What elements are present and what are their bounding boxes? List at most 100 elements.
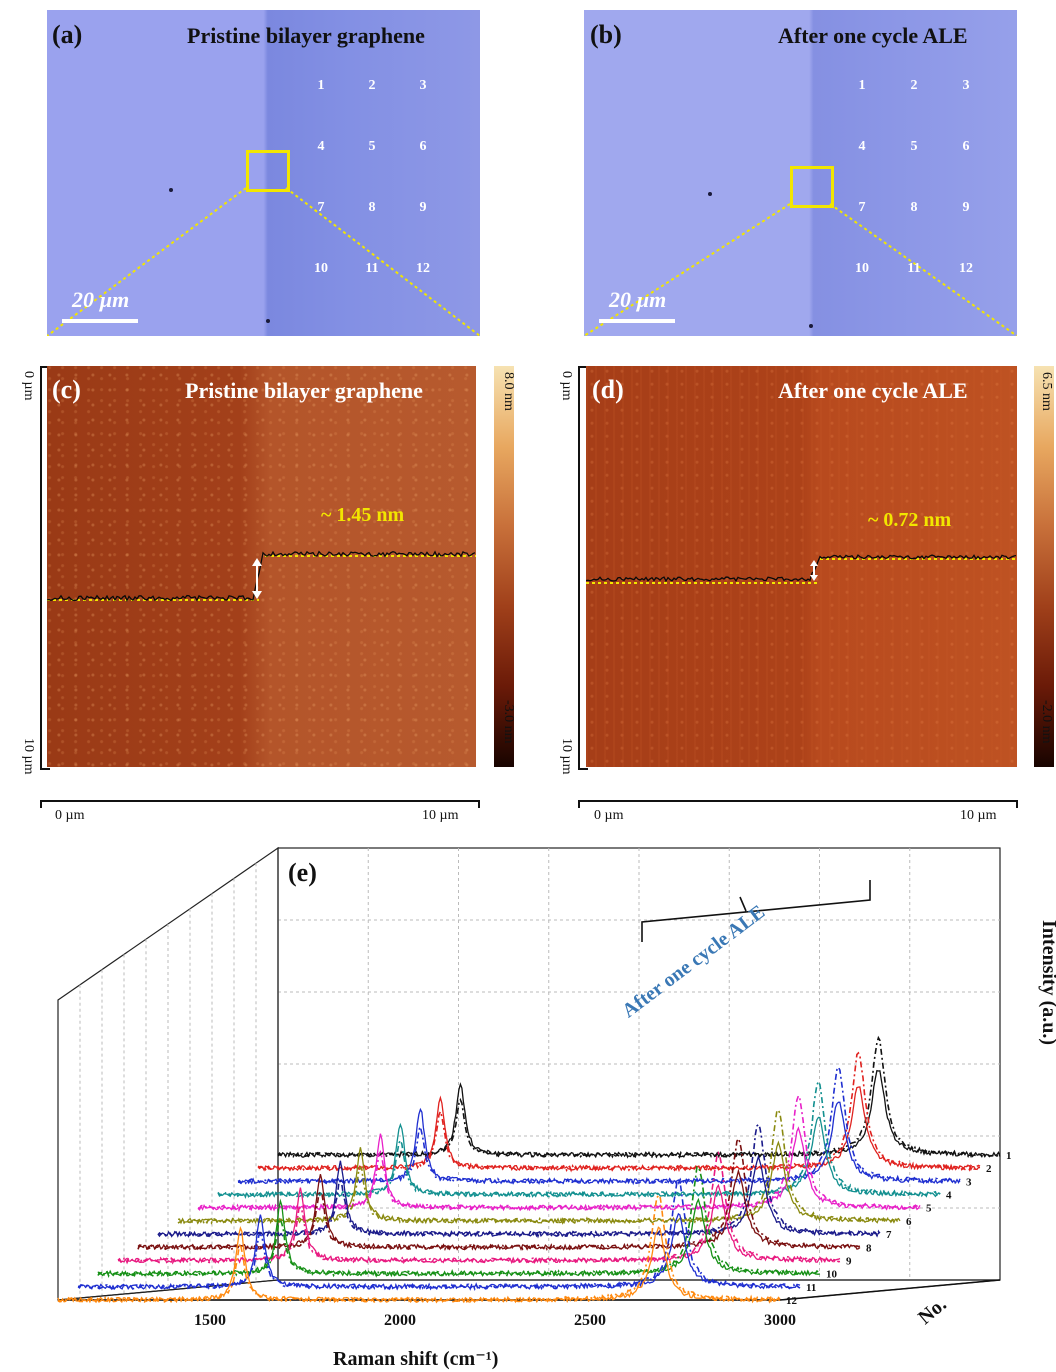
panel-title-c: Pristine bilayer graphene [185,378,423,403]
raman-series-4-pristine [217,1116,941,1198]
raman-series-2-ale [257,1051,981,1173]
depth-tick: 7 [886,1229,892,1241]
panel-label-d: (d) [592,375,624,404]
afm-image-c: ~ 1.45 nm [47,366,476,767]
height-profile [586,554,1017,584]
raman-series-6-ale [177,1109,901,1225]
depth-tick: 2 [986,1163,992,1175]
x-tick-label: 2000 [384,1312,416,1329]
depth-tick: 4 [946,1190,952,1202]
x-axis-bracket [578,800,1018,808]
x-axis-right-label: 10 µm [960,808,997,823]
depth-tick: 3 [966,1176,972,1188]
raman-series-1-ale [277,1035,1001,1160]
grid-number: 12 [959,261,973,276]
scale-bar [62,319,138,323]
grid-number: 10 [314,261,328,276]
zoom-lines [47,187,480,336]
dark-spot [809,324,813,328]
grid-number: 1 [317,78,325,93]
colorbar-c [494,366,514,767]
grid-number: 11 [907,261,921,276]
y-axis-bracket [40,366,50,770]
raman-series-3-ale [237,1065,961,1186]
depth-tick: 1 [1006,1150,1012,1162]
depth-tick: 6 [906,1216,912,1228]
grid-number: 4 [858,139,866,154]
dark-spot [708,192,712,196]
grid-number: 11 [365,261,379,276]
x-axis-left-label: 0 µm [594,808,624,823]
grid-number: 9 [419,200,427,215]
raman-series-4-ale [217,1079,941,1199]
y-axis-top-label: 0 µm [559,371,574,401]
colorbar-min-label: -3.0 nm [501,700,516,744]
scale-bar [599,319,675,323]
grid-number: 5 [910,139,918,154]
grid-number: 1 [858,78,866,93]
grid-number: 7 [317,200,325,215]
grid-number: 3 [962,78,970,93]
grid-number: 2 [910,78,918,93]
x-axis-title: Raman shift (cm⁻¹) [333,1348,499,1370]
depth-tick: 5 [926,1203,932,1215]
grid-number: 4 [317,139,325,154]
depth-axis [779,1279,1001,1301]
ale-bracket [641,880,871,942]
x-tick-label: 3000 [764,1312,796,1329]
y-axis-bottom-label: 10 µm [21,738,36,775]
dark-spot [169,188,173,192]
panel-label-c: (c) [52,375,81,404]
optical-image-a: 20 µm [47,10,480,336]
zoom-lines [584,203,1017,336]
depth-tick: 8 [866,1242,872,1254]
x-tick-label: 1500 [194,1312,226,1329]
height-profile [47,550,476,602]
y-axis-top-label: 0 µm [21,371,36,401]
panel-title-d: After one cycle ALE [778,378,968,403]
grid-number: 12 [416,261,430,276]
grid-number: 2 [368,78,376,93]
panel-label-a: (a) [52,20,83,49]
optical-image-b: 20 µm [584,10,1017,336]
raman-series-9-ale [117,1150,841,1265]
raman-series-11-ale [77,1180,801,1291]
raman-series-12-ale [57,1194,781,1304]
panel-title-b: After one cycle ALE [778,23,968,48]
step-height-label: ~ 1.45 nm [321,504,405,526]
raman-series-7-ale [157,1123,881,1239]
dark-spot [266,319,270,323]
x-axis-right-label: 10 µm [422,808,459,823]
x-axis-bracket [40,800,480,808]
raman-series-5-ale [197,1093,921,1213]
y-axis-bottom-label: 10 µm [559,738,574,775]
grid-number: 7 [858,200,866,215]
depth-tick: 10 [826,1269,838,1281]
grid-number: 5 [368,139,376,154]
panel-label-e: (e) [288,858,317,887]
afm-image-d: ~ 0.72 nm [586,366,1017,767]
yellow-box [790,166,834,208]
depth-tick: 12 [786,1295,798,1307]
colorbar-max-label: 8.0 nm [501,372,516,411]
z-axis-title: Intensity (a.u.) [1038,920,1056,1046]
y-axis-bracket [578,366,588,770]
grid-number: 9 [962,200,970,215]
colorbar-d [1034,366,1054,767]
depth-tick: 11 [806,1282,816,1294]
grid-number: 3 [419,78,427,93]
raman-series-12-pristine [57,1226,781,1304]
yellow-box [246,150,290,192]
depth-tick: 9 [846,1255,852,1267]
panel-title-a: Pristine bilayer graphene [187,23,425,48]
scale-bar-label: 20 µm [609,287,667,312]
panel-label-b: (b) [590,20,622,49]
colorbar-min-label: -2.0 nm [1039,700,1054,744]
x-tick-label: 2500 [574,1312,606,1329]
grid-number: 6 [962,139,970,154]
grid-number: 10 [855,261,869,276]
grid-number: 8 [368,200,376,215]
scale-bar-label: 20 µm [72,287,130,312]
grid-number: 6 [419,139,427,154]
